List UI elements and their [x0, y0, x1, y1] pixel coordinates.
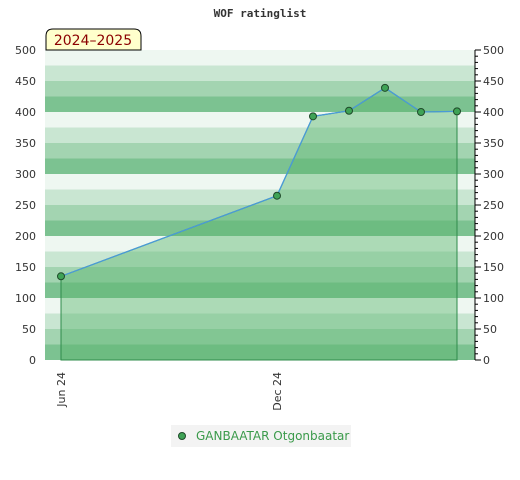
grid-band — [45, 81, 475, 97]
data-point — [453, 107, 461, 116]
grid-band — [45, 50, 475, 66]
grid-band — [45, 329, 475, 345]
y-tick-label-left: 350 — [15, 137, 36, 150]
season-label: 2024–2025 — [54, 33, 132, 49]
grid-band — [45, 236, 475, 252]
y-tick-label-right: 350 — [483, 137, 504, 150]
y-tick-label-right: 450 — [483, 75, 504, 88]
y-tick-label-left: 400 — [15, 106, 36, 119]
y-tick-label-left: 500 — [15, 44, 36, 57]
data-point — [381, 83, 389, 92]
y-tick-label-left: 50 — [22, 323, 36, 336]
y-tick-label-right: 200 — [483, 230, 504, 243]
legend-marker — [178, 432, 186, 440]
x-tick-label: Jun 24 — [55, 372, 68, 408]
background-bands — [45, 50, 475, 360]
season-annotation: 2024–2025 — [45, 28, 142, 51]
y-axis-right: 0 50 100 150 200 250 300 350 400 450 500 — [474, 44, 504, 367]
grid-band — [45, 189, 475, 205]
y-tick-label-right: 50 — [483, 323, 497, 336]
grid-band — [45, 65, 475, 81]
legend: GANBAATAR Otgonbaatar — [171, 425, 351, 447]
grid-band — [45, 143, 475, 159]
grid-band — [45, 267, 475, 283]
grid-band — [45, 313, 475, 329]
x-axis: Jun 24 Dec 24 — [55, 372, 284, 411]
y-axis-left: 0 50 100 150 200 250 300 350 400 450 500 — [15, 44, 36, 367]
y-tick-label-right: 250 — [483, 199, 504, 212]
grid-band — [45, 282, 475, 298]
y-tick-label-right: 300 — [483, 168, 504, 181]
y-tick-label-left: 150 — [15, 261, 36, 274]
x-tick-label: Dec 24 — [271, 372, 284, 411]
season-box — [45, 28, 142, 51]
y-tick-label-left: 450 — [15, 75, 36, 88]
markers-layer — [57, 83, 461, 281]
y-tick-label-left: 0 — [29, 354, 36, 367]
y-tick-label-right: 100 — [483, 292, 504, 305]
y-tick-label-right: 0 — [483, 354, 490, 367]
grid-band — [45, 298, 475, 314]
legend-entry: GANBAATAR Otgonbaatar — [196, 429, 349, 443]
grid-band — [45, 205, 475, 221]
y-tick-label-right: 150 — [483, 261, 504, 274]
data-point — [345, 106, 353, 115]
y-tick-label-left: 250 — [15, 199, 36, 212]
y-tick-label-left: 200 — [15, 230, 36, 243]
grid-band — [45, 344, 475, 360]
grid-band — [45, 251, 475, 267]
data-point — [273, 191, 281, 200]
y-tick-label-right: 400 — [483, 106, 504, 119]
y-tick-label-right: 500 — [483, 44, 504, 57]
grid-band — [45, 96, 475, 112]
y-tick-label-left: 300 — [15, 168, 36, 181]
grid-band — [45, 220, 475, 236]
grid-band — [45, 127, 475, 143]
y-tick-label-left: 100 — [15, 292, 36, 305]
grid-band — [45, 158, 475, 174]
chart-title: WOF ratinglist — [214, 7, 307, 20]
data-point — [309, 112, 317, 121]
data-point — [57, 272, 65, 281]
grid-band — [45, 174, 475, 190]
grid-band — [45, 112, 475, 128]
legend-box — [171, 425, 351, 447]
data-point — [417, 108, 425, 116]
